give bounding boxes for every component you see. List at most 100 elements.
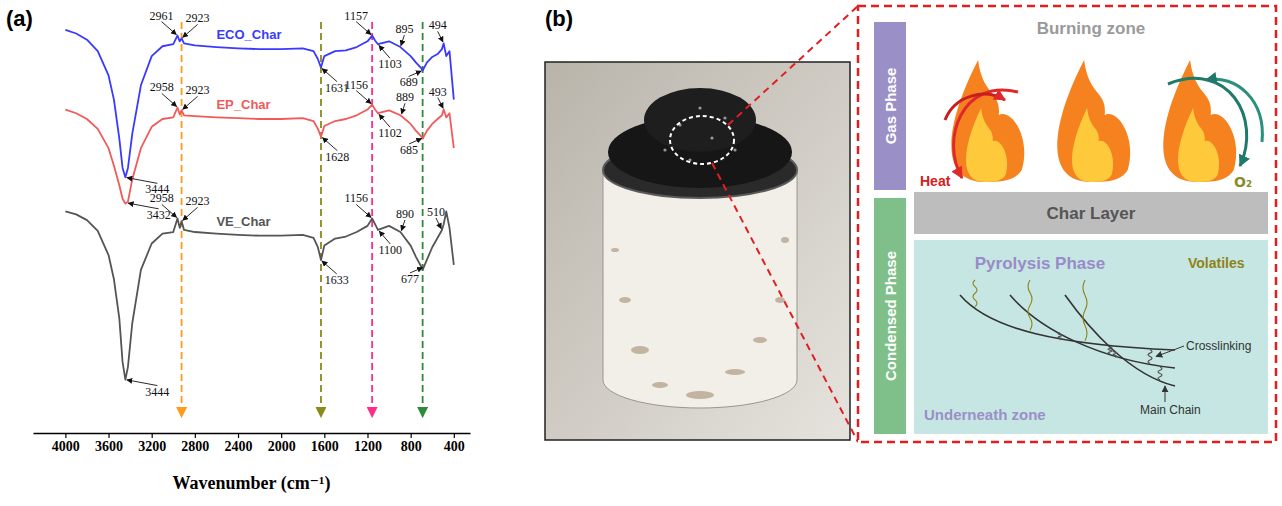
- annotation-label: 1100: [379, 243, 403, 257]
- annotations: 3444296129231631115711038956894943432295…: [127, 9, 447, 399]
- zoom-box: [858, 6, 1276, 442]
- annotation-arrow: [161, 22, 176, 35]
- volatile-trace: [973, 280, 977, 307]
- photo-background: [545, 62, 850, 440]
- x-tick: 800: [401, 433, 422, 454]
- series-line: [65, 211, 453, 379]
- annotation-label: 689: [400, 75, 418, 89]
- main-chain: [960, 295, 1175, 350]
- x-tick-label: 400: [444, 439, 465, 454]
- crosslinking-pointer: [1156, 346, 1184, 357]
- x-tick-label: 2000: [268, 439, 296, 454]
- x-tick: 400: [444, 433, 465, 454]
- annotation-label: 493: [429, 85, 447, 99]
- x-tick-mark: [65, 433, 66, 438]
- underneath-zone-area: [914, 240, 1268, 434]
- x-tick: 2800: [181, 433, 209, 454]
- mechanism-diagram: Gas PhaseCondensed PhaseBurning zoneHeat…: [874, 19, 1268, 434]
- burning-zone-label: Burning zone: [1037, 19, 1146, 38]
- crucible-stain: [652, 382, 668, 388]
- annotation-label: 494: [429, 18, 447, 32]
- condensed-phase-label: Condensed Phase: [882, 251, 899, 381]
- x-tick: 1600: [311, 433, 339, 454]
- flame: [951, 60, 1024, 182]
- x-tick: 3200: [138, 433, 166, 454]
- x-tick-label: 1600: [311, 439, 339, 454]
- annotation-label: 1102: [378, 126, 402, 140]
- oxygen-label: O₂: [1234, 174, 1252, 190]
- figure: 4000 3600 3200 2800 2400 2000 1600 1200 800 400 Wa…: [0, 0, 1282, 506]
- x-tick-label: 800: [401, 439, 422, 454]
- crucible-stain: [686, 391, 714, 399]
- flame-core: [1072, 108, 1113, 182]
- crucible-stain: [631, 346, 649, 354]
- panel-label: (b): [545, 6, 573, 31]
- flame: [1057, 60, 1130, 182]
- annotation-label: 1157: [344, 9, 368, 23]
- crucible-stain: [781, 237, 789, 243]
- condensed-phase-bar: [874, 198, 906, 434]
- crucible-stain: [725, 369, 745, 375]
- x-tick: 1200: [354, 433, 382, 454]
- volatile-trace: [1083, 280, 1087, 341]
- char-gloss: [733, 148, 736, 151]
- x-axis-line: [34, 433, 471, 435]
- char-gloss: [698, 106, 701, 109]
- zoom-connector: [728, 6, 858, 125]
- x-tick-label: 2400: [225, 439, 253, 454]
- crosslink: [1158, 367, 1162, 380]
- x-tick-label: 4000: [52, 439, 80, 454]
- x-tick-mark: [367, 433, 368, 438]
- main-chain-label: Main Chain: [1140, 403, 1201, 417]
- annotation-arrow: [356, 204, 371, 217]
- main-chain: [1065, 295, 1175, 386]
- annotation-label: 3432: [147, 208, 171, 222]
- annotation-label: 1103: [378, 57, 402, 71]
- x-tick-mark: [238, 433, 239, 438]
- annotation-label: 677: [401, 272, 419, 286]
- crucible-stain: [775, 297, 785, 303]
- underneath-zone-label: Underneath zone: [924, 406, 1046, 423]
- volatile-trace: [1028, 280, 1032, 330]
- char-gloss: [710, 136, 713, 139]
- crucible-stain: [753, 337, 767, 343]
- crosslink: [1108, 347, 1112, 354]
- x-tick: 3600: [95, 433, 123, 454]
- annotation-label: 685: [400, 143, 418, 157]
- annotation-arrow: [162, 204, 177, 217]
- x-tick-label: 2800: [181, 439, 209, 454]
- x-tick: 2000: [268, 433, 296, 454]
- main-chain: [1010, 295, 1175, 368]
- flame-core: [1178, 108, 1219, 182]
- main-chain-pointer: [1165, 386, 1166, 402]
- reference-line: [422, 22, 424, 417]
- gas-phase-bar: [874, 22, 906, 190]
- series-line: [65, 30, 453, 178]
- panel-label: (a): [6, 6, 33, 31]
- reference-line: [181, 22, 183, 417]
- annotation-label: 895: [395, 22, 413, 36]
- crosslink: [1148, 350, 1152, 364]
- crosslinking-label: Crosslinking: [1186, 339, 1251, 353]
- x-tick-mark: [411, 433, 412, 438]
- oxygen-arrow: [1206, 79, 1262, 142]
- x-axis-title: Wavenumber (cm⁻¹): [172, 473, 330, 494]
- series-label: ECO_Char: [216, 27, 281, 42]
- annotation-label: 2961: [149, 9, 173, 23]
- gas-phase-label: Gas Phase: [882, 68, 899, 145]
- x-tick-mark: [281, 433, 282, 438]
- zoom-region: [670, 116, 734, 164]
- x-tick-label: 1200: [354, 439, 382, 454]
- x-tick-mark: [454, 433, 455, 438]
- reference-line: [320, 22, 322, 417]
- plot-marks: [65, 22, 453, 417]
- annotation-arrow: [183, 24, 198, 37]
- crosslink: [1058, 333, 1062, 340]
- panel-b: (b)Gas PhaseCondensed PhaseBurning zoneH…: [545, 6, 1276, 442]
- char-layer-band: [914, 192, 1268, 234]
- series-line: [65, 105, 453, 204]
- x-tick-label: 3200: [138, 439, 166, 454]
- oxygen-arrow: [1168, 78, 1247, 166]
- x-tick-mark: [324, 433, 325, 438]
- annotation-label: 2923: [186, 11, 210, 25]
